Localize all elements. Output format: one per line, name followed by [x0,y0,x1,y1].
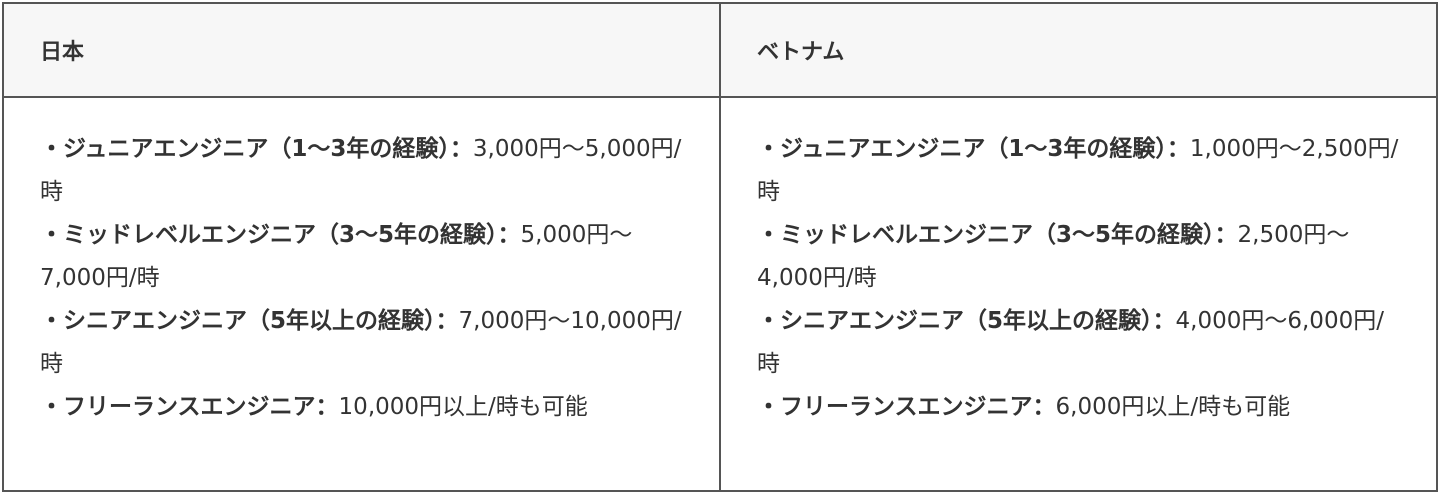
list-item: ・フリーランスエンジニア：6,000円以上/時も可能 [757,386,1400,429]
item-value: 5,000円〜7,000円/時 [40,222,633,291]
item-label: ・フリーランスエンジニア： [40,394,339,420]
list-item: ・ミッドレベルエンジニア（3〜5年の経験）：5,000円〜7,000円/時 [40,214,683,300]
item-value: 4,000円〜6,000円/時 [757,308,1384,377]
item-label: ・シニアエンジニア（5年以上の経験）： [757,308,1176,334]
item-label: ・ミッドレベルエンジニア（3〜5年の経験）： [40,222,521,248]
list-item: ・シニアエンジニア（5年以上の経験）：4,000円〜6,000円/時 [757,300,1400,386]
vietnam-rates-cell: ・ジュニアエンジニア（1〜3年の経験）：1,000円〜2,500円/時 ・ミッド… [719,96,1438,492]
item-value: 3,000円〜5,000円/時 [40,136,682,205]
list-item: ・フリーランスエンジニア：10,000円以上/時も可能 [40,386,683,429]
item-value: 2,500円〜4,000円/時 [757,222,1350,291]
header-vietnam: ベトナム [719,2,1438,98]
list-item: ・ジュニアエンジニア（1〜3年の経験）：3,000円〜5,000円/時 [40,128,683,214]
item-value: 10,000円以上/時も可能 [338,394,588,420]
item-label: ・ジュニアエンジニア（1〜3年の経験）： [40,136,473,162]
item-label: ・ミッドレベルエンジニア（3〜5年の経験）： [757,222,1238,248]
header-japan: 日本 [2,2,721,98]
item-label: ・フリーランスエンジニア： [757,394,1056,420]
list-item: ・ミッドレベルエンジニア（3〜5年の経験）：2,500円〜4,000円/時 [757,214,1400,300]
item-value: 1,000円〜2,500円/時 [757,136,1399,205]
header-row: 日本 ベトナム [2,2,1438,98]
item-label: ・ジュニアエンジニア（1〜3年の経験）： [757,136,1190,162]
japan-rates-cell: ・ジュニアエンジニア（1〜3年の経験）：3,000円〜5,000円/時 ・ミッド… [2,96,721,492]
item-value: 6,000円以上/時も可能 [1055,394,1291,420]
item-value: 7,000円〜10,000円/時 [40,308,682,377]
list-item: ・シニアエンジニア（5年以上の経験）：7,000円〜10,000円/時 [40,300,683,386]
body-row: ・ジュニアエンジニア（1〜3年の経験）：3,000円〜5,000円/時 ・ミッド… [2,96,1438,492]
item-label: ・シニアエンジニア（5年以上の経験）： [40,308,459,334]
list-item: ・ジュニアエンジニア（1〜3年の経験）：1,000円〜2,500円/時 [757,128,1400,214]
